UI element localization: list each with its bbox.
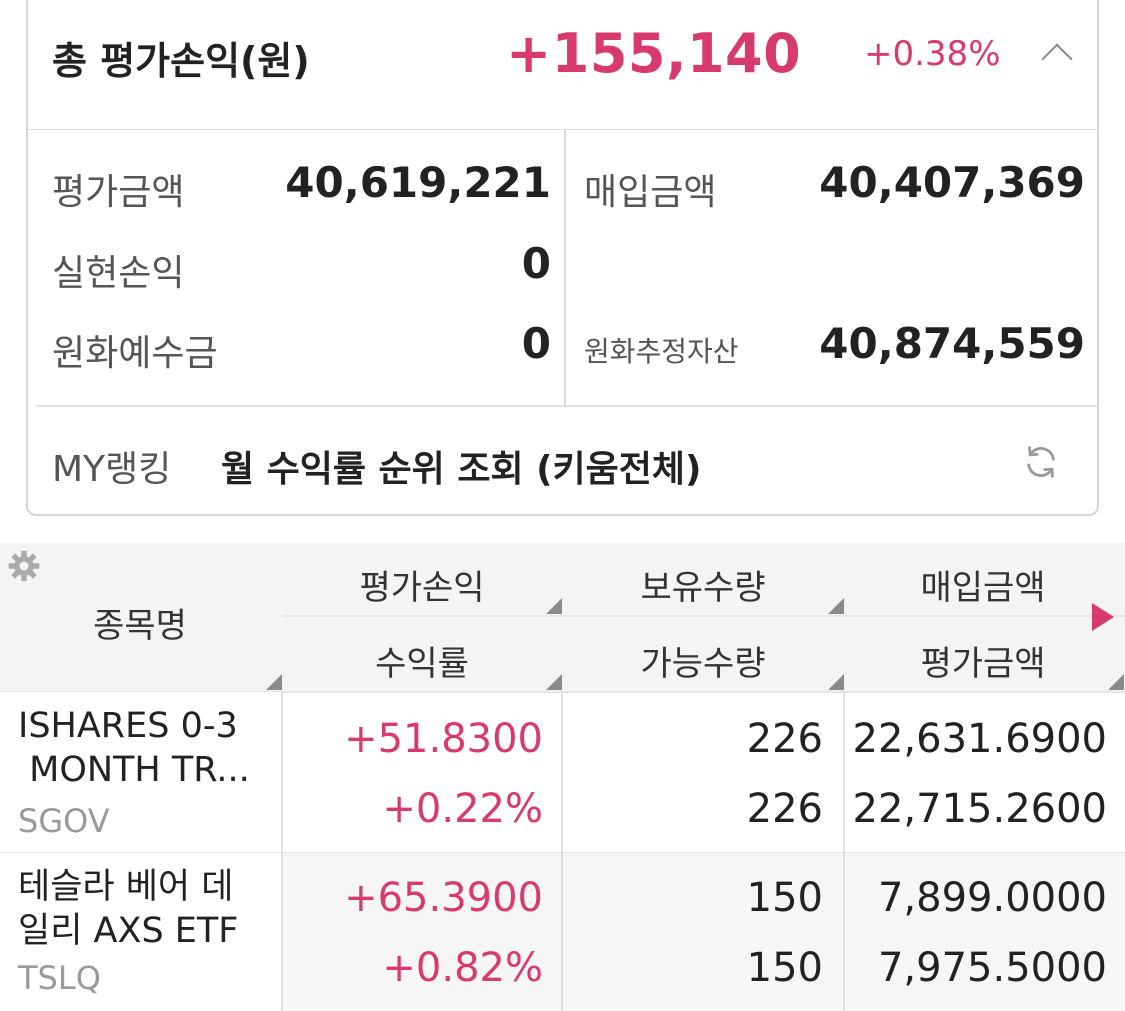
- sort-corner-icon[interactable]: [266, 674, 282, 690]
- eval-amount-value: 40,619,221: [285, 158, 551, 207]
- header-inner-divider: [282, 615, 1125, 617]
- col-header-pnl[interactable]: 평가손익: [359, 568, 485, 608]
- col-header-eval-amount[interactable]: 평가금액: [920, 644, 1046, 684]
- stock-name-line1: 테슬라 베어 데: [18, 867, 234, 907]
- chevron-up-icon[interactable]: [1041, 43, 1073, 75]
- krw-deposit-label: 원화예수금: [52, 333, 218, 374]
- krw-deposit-value: 0: [521, 319, 551, 368]
- col-header-holding-qty[interactable]: 보유수량: [640, 568, 766, 608]
- krw-est-assets-value: 40,874,559: [819, 319, 1085, 368]
- eval-amount-value: 22,715.2600: [852, 786, 1107, 832]
- col-header-available-qty[interactable]: 가능수량: [640, 644, 766, 684]
- summary-divider: [564, 130, 566, 406]
- total-pnl-label: 총 평가손익(원): [52, 39, 310, 83]
- gear-icon[interactable]: [6, 548, 42, 584]
- stock-code: TSLQ: [18, 959, 101, 997]
- sort-corner-icon[interactable]: [546, 598, 562, 614]
- total-pnl-value: +155,140: [506, 22, 802, 85]
- realized-pnl-label: 실현손익: [52, 253, 185, 294]
- pnl-value: +65.3900: [344, 875, 543, 921]
- my-ranking-label: MY랭킹: [52, 449, 172, 490]
- sort-corner-icon[interactable]: [1108, 674, 1124, 690]
- col-header-yield[interactable]: 수익률: [375, 644, 469, 684]
- column-separator: [281, 692, 283, 1011]
- account-summary-card: 총 평가손익(원) +155,140 +0.38% 평가금액 40,619,22…: [26, 0, 1099, 516]
- column-separator: [843, 692, 845, 1011]
- stock-name-cell[interactable]: ISHARES 0-3 MONTH TR... SGOV: [0, 692, 282, 852]
- realized-pnl-value: 0: [521, 239, 551, 288]
- total-pnl-rate: +0.38%: [864, 34, 1001, 74]
- ranking-divider: [36, 405, 1099, 407]
- holding-qty-value: 226: [746, 716, 823, 762]
- purchase-amount-value: 22,631.6900: [852, 716, 1107, 762]
- holding-qty-value: 150: [746, 875, 823, 921]
- stock-name-line2: MONTH TR...: [18, 750, 250, 790]
- monthly-rank-link[interactable]: 월 수익률 순위 조회 (키움전체): [221, 449, 702, 490]
- purchase-amount-label: 매입금액: [584, 172, 717, 213]
- sort-corner-icon[interactable]: [828, 598, 844, 614]
- summary-header[interactable]: 총 평가손익(원) +155,140 +0.38%: [28, 0, 1097, 130]
- stock-name-line2: 일리 AXS ETF: [18, 911, 239, 951]
- refresh-icon[interactable]: [1022, 443, 1060, 481]
- triangle-right-icon[interactable]: [1092, 603, 1114, 631]
- column-separator: [561, 692, 563, 1011]
- available-qty-value: 150: [746, 945, 823, 991]
- purchase-amount-value: 40,407,369: [819, 158, 1085, 207]
- sort-corner-icon[interactable]: [546, 674, 562, 690]
- eval-amount-label: 평가금액: [52, 172, 185, 213]
- krw-est-assets-label: 원화추정자산: [584, 335, 739, 368]
- stock-name-cell[interactable]: 테슬라 베어 데 일리 AXS ETF TSLQ: [0, 853, 282, 1011]
- holdings-table-header: [0, 543, 1125, 692]
- pnl-value: +51.8300: [344, 716, 543, 762]
- eval-amount-value: 7,975.5000: [877, 945, 1107, 991]
- available-qty-value: 226: [746, 786, 823, 832]
- stock-name-line1: ISHARES 0-3: [18, 706, 238, 746]
- row-divider: [0, 852, 1125, 854]
- col-header-name[interactable]: 종목명: [93, 606, 187, 646]
- stock-code: SGOV: [18, 802, 110, 840]
- yield-value: +0.82%: [382, 945, 543, 991]
- table-row[interactable]: 테슬라 베어 데 일리 AXS ETF TSLQ +65.3900 +0.82%…: [0, 853, 1125, 1011]
- purchase-amount-value: 7,899.0000: [877, 875, 1107, 921]
- sort-corner-icon[interactable]: [828, 674, 844, 690]
- header-bottom-line: [0, 691, 1125, 693]
- col-header-purchase-amount[interactable]: 매입금액: [920, 568, 1046, 608]
- yield-value: +0.22%: [382, 786, 543, 832]
- table-row[interactable]: ISHARES 0-3 MONTH TR... SGOV +51.8300 +0…: [0, 692, 1125, 852]
